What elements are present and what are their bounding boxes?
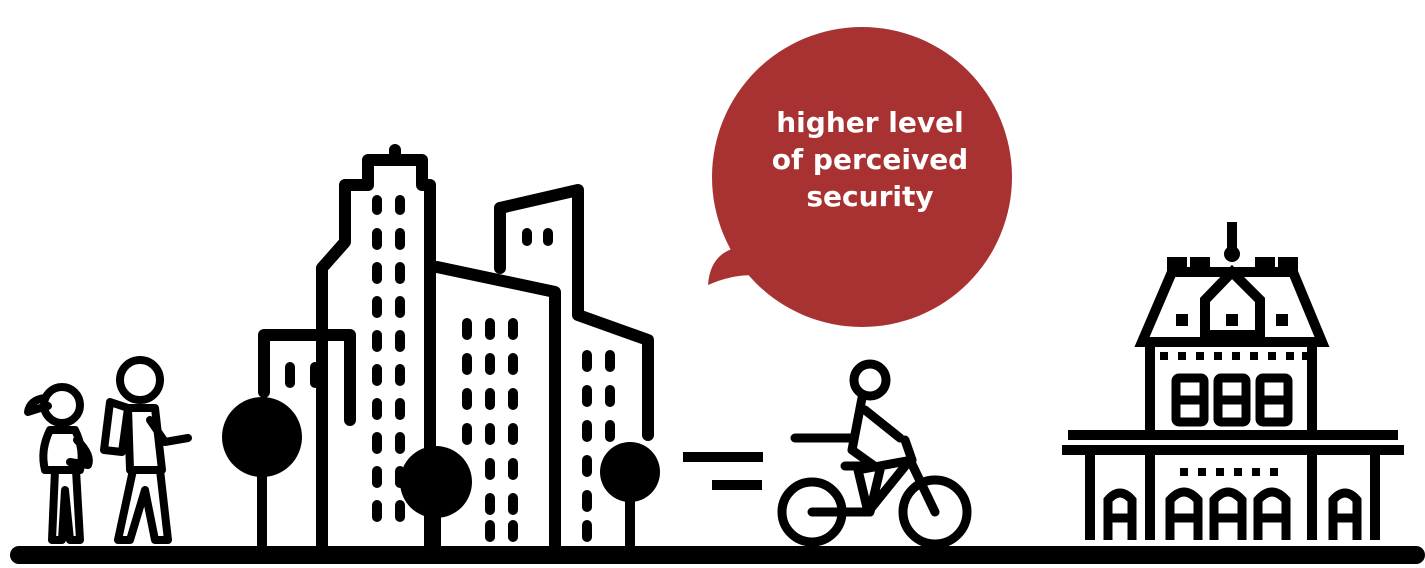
speech-bubble-line: of perceived (771, 143, 969, 176)
adult-backpack (100, 398, 132, 456)
facade-pillars (1085, 450, 1380, 540)
mansard-roof (1134, 270, 1330, 347)
speech-bubble-line: higher level (776, 106, 964, 139)
bicycle-handlebar (900, 435, 917, 465)
historic-building-windows (1103, 373, 1362, 540)
child-arm (66, 436, 93, 469)
adult-head (116, 356, 164, 404)
child-ponytail (24, 394, 52, 416)
middle-building-outline (431, 261, 561, 554)
bicycle-frame (807, 455, 940, 517)
tree-icon (222, 397, 302, 548)
historic-building-details (1160, 314, 1310, 476)
speech-bubble-circle (712, 27, 1012, 327)
right-building-outline (494, 184, 654, 441)
speech-bubble-text: higher level of perceived security (700, 104, 1040, 215)
historic-building-icon (1062, 222, 1404, 540)
city-buildings-icon (258, 144, 654, 554)
tall-tower-outline (316, 144, 436, 554)
speech-bubble-tail (708, 248, 770, 285)
speech-bubble (708, 27, 1012, 327)
cyclist-icon (777, 359, 972, 549)
adult-torso (124, 404, 166, 474)
cyclist-head (849, 359, 891, 401)
central-dormer (1200, 264, 1265, 340)
adult-legs (114, 466, 172, 544)
left-building-outline (258, 329, 356, 426)
cyclist-arm (860, 405, 905, 443)
bicycle-front-wheel (898, 475, 972, 549)
ground-line (10, 546, 1425, 564)
building-windows (285, 195, 615, 542)
adult-arm (146, 416, 192, 446)
speech-bubble-line: security (806, 180, 934, 213)
spire-ball (1224, 246, 1240, 262)
pedestrian-child-icon (24, 383, 93, 544)
tree-icon (600, 442, 660, 548)
pedestrian-adult-backpack-icon (100, 356, 192, 544)
child-legs (48, 466, 84, 544)
cyclist-body-leg (847, 393, 885, 517)
equals-icon (683, 452, 763, 490)
roof-crenellation (1167, 257, 1298, 277)
